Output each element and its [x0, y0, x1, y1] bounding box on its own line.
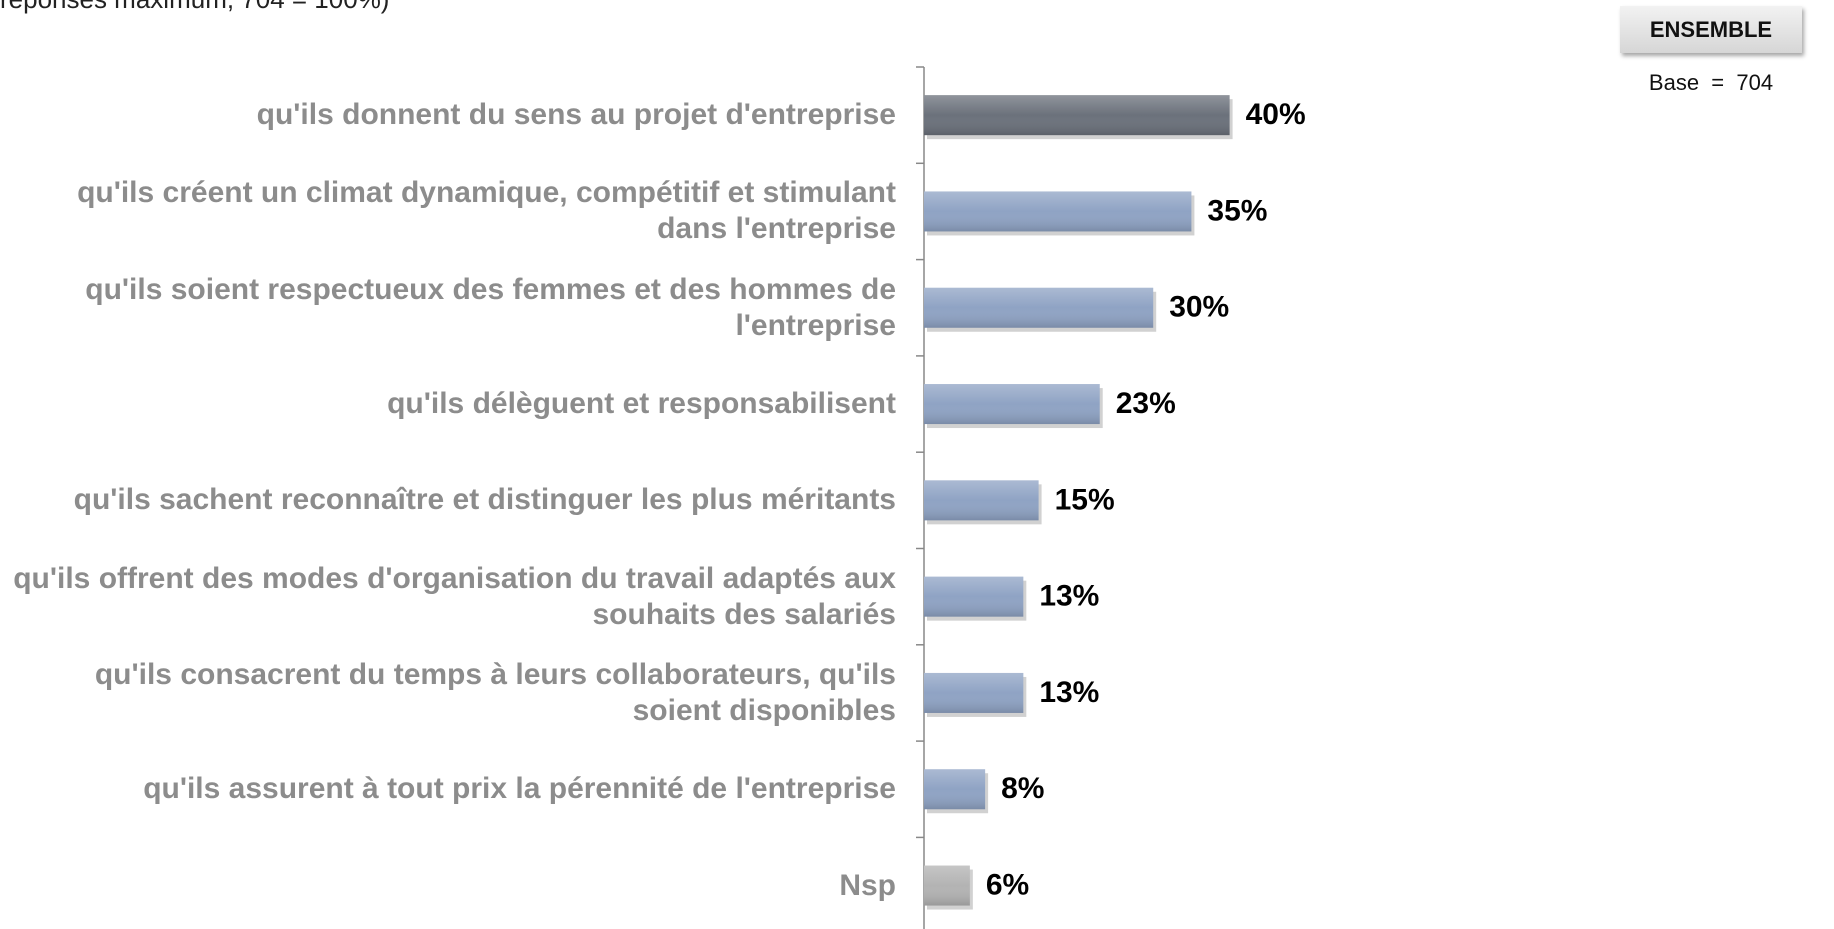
category-label: qu'ils donnent du sens au projet d'entre… [256, 98, 896, 132]
bar-highlight [924, 95, 1230, 136]
bar-highlight [924, 576, 1024, 617]
bar-highlight [924, 287, 1154, 328]
value-label: 13% [1039, 580, 1099, 613]
value-label: 15% [1055, 483, 1115, 516]
bar-highlight [924, 865, 970, 906]
category-label: Nsp [839, 868, 896, 902]
bar-highlight [924, 672, 1024, 713]
category-label: qu'ils assurent à tout prix la pérennité… [143, 772, 896, 806]
category-label: qu'ils sachent reconnaître et distinguer… [73, 483, 896, 517]
value-label: 6% [986, 868, 1029, 901]
category-label: qu'ils consacrent du temps à leurs colla… [94, 657, 896, 727]
value-label: 13% [1039, 676, 1099, 709]
bar-highlight [924, 384, 1100, 425]
bar-highlight [924, 769, 986, 810]
value-label: 30% [1169, 291, 1229, 324]
value-label: 23% [1116, 387, 1176, 420]
bar-highlight [924, 191, 1192, 232]
category-label: qu'ils délèguent et responsabilisent [387, 387, 896, 421]
base-note: Base = 704 [1648, 70, 1774, 95]
subtitle: réponses maximum, 704 = 100%) [0, 0, 389, 15]
value-label: 35% [1207, 194, 1267, 227]
category-label: qu'ils offrent des modes d'organisation … [13, 561, 896, 631]
category-label: qu'ils soient respectueux des femmes et … [85, 272, 896, 342]
value-label: 40% [1246, 98, 1306, 131]
value-label: 8% [1001, 772, 1044, 805]
category-label: qu'ils créent un climat dynamique, compé… [77, 176, 896, 246]
badge: ENSEMBLE [1620, 6, 1802, 53]
bar-highlight [924, 480, 1039, 521]
